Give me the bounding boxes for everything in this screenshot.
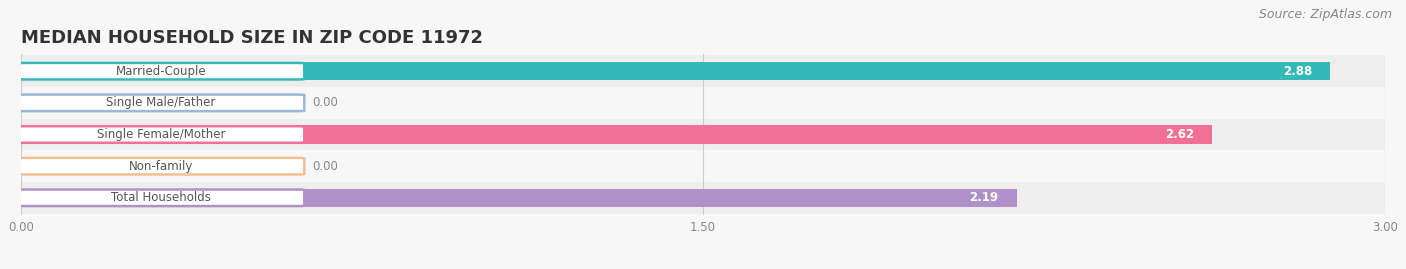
Text: 0.00: 0.00	[312, 96, 337, 109]
Text: Total Households: Total Households	[111, 191, 211, 204]
Text: Source: ZipAtlas.com: Source: ZipAtlas.com	[1258, 8, 1392, 21]
Bar	[21, 150, 1385, 182]
Text: Married-Couple: Married-Couple	[115, 65, 207, 78]
Text: 0.00: 0.00	[312, 160, 337, 173]
Bar	[21, 189, 1017, 207]
FancyBboxPatch shape	[18, 63, 304, 79]
Bar	[21, 87, 1385, 119]
Text: 2.88: 2.88	[1282, 65, 1312, 78]
Text: MEDIAN HOUSEHOLD SIZE IN ZIP CODE 11972: MEDIAN HOUSEHOLD SIZE IN ZIP CODE 11972	[21, 29, 484, 47]
FancyBboxPatch shape	[18, 95, 304, 111]
FancyBboxPatch shape	[18, 190, 304, 206]
Bar	[21, 182, 1385, 214]
Bar	[21, 125, 1212, 144]
FancyBboxPatch shape	[18, 158, 304, 174]
Text: Non-family: Non-family	[129, 160, 193, 173]
Text: Single Female/Mother: Single Female/Mother	[97, 128, 225, 141]
Bar	[21, 62, 1330, 80]
Bar	[21, 55, 1385, 87]
Text: 2.19: 2.19	[969, 191, 998, 204]
Text: 2.62: 2.62	[1164, 128, 1194, 141]
FancyBboxPatch shape	[18, 126, 304, 143]
Bar	[21, 119, 1385, 150]
Text: Single Male/Father: Single Male/Father	[107, 96, 215, 109]
